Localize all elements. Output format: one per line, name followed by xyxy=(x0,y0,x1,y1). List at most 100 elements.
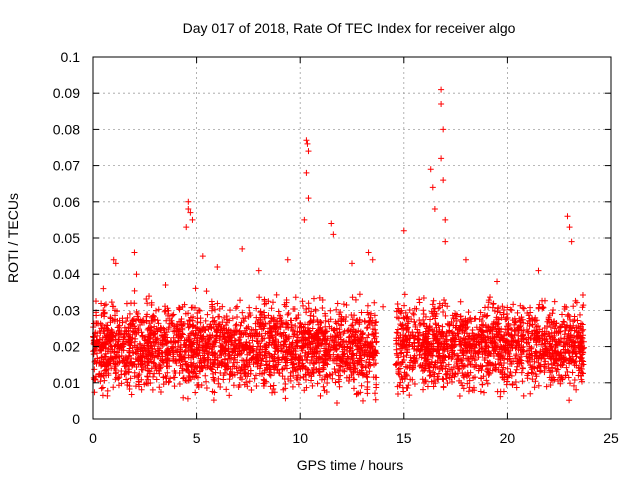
data-point xyxy=(240,318,247,325)
data-point xyxy=(98,385,105,392)
data-point xyxy=(295,312,302,319)
data-point xyxy=(294,331,301,338)
data-point xyxy=(91,339,98,346)
data-point xyxy=(161,332,168,339)
data-point xyxy=(157,388,164,395)
data-point xyxy=(507,369,514,376)
data-point xyxy=(430,383,437,390)
data-point xyxy=(212,369,219,376)
data-point xyxy=(267,372,274,379)
data-point xyxy=(199,344,206,351)
data-point xyxy=(214,357,221,364)
data-point xyxy=(292,367,299,374)
data-point xyxy=(216,337,223,344)
data-point xyxy=(231,354,238,361)
data-point xyxy=(352,340,359,347)
data-point xyxy=(411,305,418,312)
data-point xyxy=(204,311,211,318)
data-point xyxy=(237,297,244,304)
data-point xyxy=(439,356,446,363)
data-point xyxy=(139,344,146,351)
data-point xyxy=(363,359,370,366)
data-point xyxy=(290,306,297,313)
data-point xyxy=(193,340,200,347)
data-point xyxy=(258,356,265,363)
data-point xyxy=(345,378,352,385)
data-point xyxy=(350,370,357,377)
data-point xyxy=(244,383,251,390)
data-point xyxy=(321,336,328,343)
data-point xyxy=(147,332,154,339)
data-point xyxy=(170,328,177,335)
data-point xyxy=(320,333,327,340)
data-point xyxy=(256,352,263,359)
data-point xyxy=(461,330,468,337)
data-point xyxy=(153,376,160,383)
y-tick-label: 0 xyxy=(72,411,80,427)
data-point xyxy=(344,343,351,350)
data-point xyxy=(410,310,417,317)
data-point xyxy=(401,302,408,309)
data-point xyxy=(108,365,115,372)
data-point xyxy=(121,341,128,348)
data-point xyxy=(154,317,161,324)
data-point xyxy=(185,310,192,317)
data-point xyxy=(253,351,260,358)
data-point xyxy=(266,319,273,326)
data-point xyxy=(501,332,508,339)
data-point xyxy=(163,340,170,347)
data-point xyxy=(198,382,205,389)
data-point xyxy=(98,312,105,319)
data-point xyxy=(171,383,178,390)
data-point xyxy=(228,355,235,362)
data-point xyxy=(326,371,333,378)
data-point xyxy=(234,359,241,366)
data-point xyxy=(127,321,134,328)
data-point xyxy=(99,384,106,391)
data-point xyxy=(255,357,262,364)
data-point xyxy=(507,360,514,367)
data-point xyxy=(366,321,373,328)
data-point xyxy=(355,359,362,366)
data-point xyxy=(92,298,99,305)
data-point xyxy=(108,299,115,306)
data-point xyxy=(266,351,273,358)
data-point xyxy=(148,358,155,365)
data-point xyxy=(148,350,155,357)
data-point xyxy=(444,380,451,387)
data-point xyxy=(201,358,208,365)
data-point xyxy=(275,361,282,368)
data-point xyxy=(504,365,511,372)
data-point xyxy=(226,392,233,399)
data-point xyxy=(331,337,338,344)
data-point xyxy=(217,383,224,390)
data-point xyxy=(150,373,157,380)
data-point xyxy=(160,359,167,366)
data-point xyxy=(172,339,179,346)
data-point xyxy=(362,341,369,348)
data-point xyxy=(152,307,159,314)
data-point xyxy=(298,329,305,336)
data-point xyxy=(148,301,155,308)
data-point xyxy=(247,367,254,374)
data-point xyxy=(239,357,246,364)
data-point xyxy=(207,343,214,350)
data-point xyxy=(214,364,221,371)
data-point xyxy=(179,330,186,337)
data-point xyxy=(187,347,194,354)
data-point xyxy=(156,370,163,377)
data-point xyxy=(246,304,253,311)
data-point xyxy=(165,310,172,317)
data-point xyxy=(340,301,347,308)
data-point xyxy=(220,333,227,340)
data-point xyxy=(460,363,467,370)
data-point xyxy=(254,338,261,345)
data-point xyxy=(234,313,241,320)
y-tick-label: 0.06 xyxy=(53,194,80,210)
data-point xyxy=(248,386,255,393)
data-point xyxy=(270,326,277,333)
data-point xyxy=(520,392,527,399)
data-point xyxy=(213,327,220,334)
data-point xyxy=(233,328,240,335)
data-point xyxy=(272,348,279,355)
